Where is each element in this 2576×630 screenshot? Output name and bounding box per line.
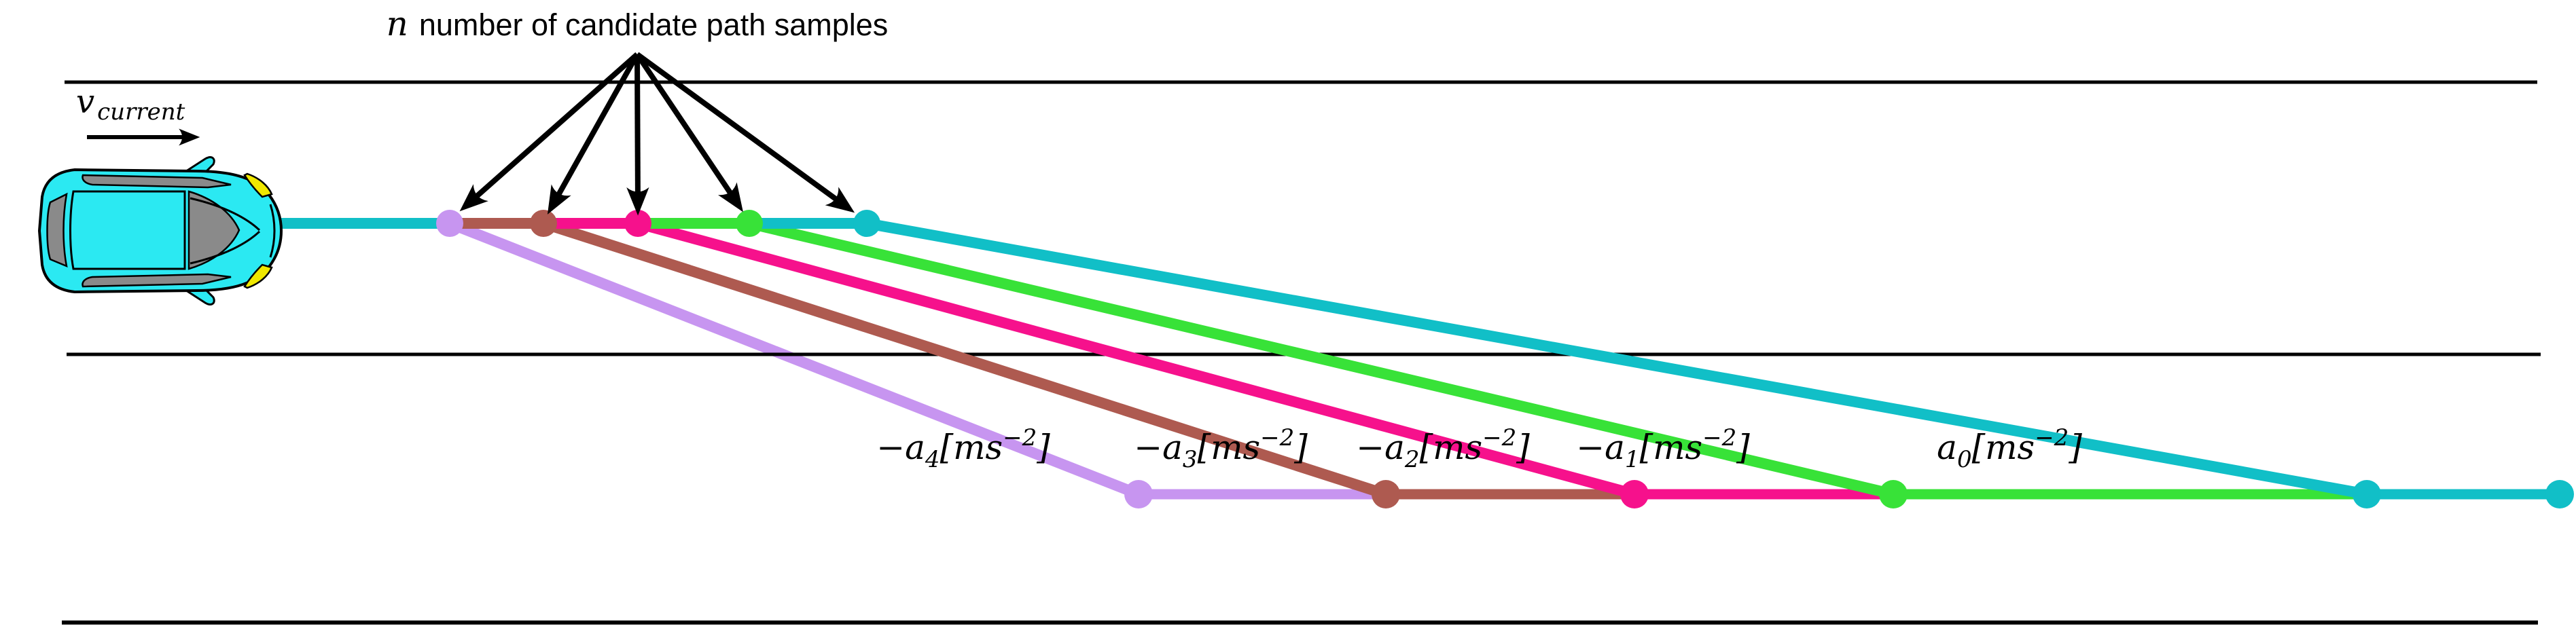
car-roof-icon (69, 190, 186, 270)
annotation-arrow-a0 (635, 52, 855, 213)
path-label-a3: −a3[ms−2] (1134, 424, 1308, 473)
velocity-label: v current (76, 83, 185, 126)
sample-point-a3-upper (530, 210, 557, 237)
path-a3-diagonal (541, 218, 1388, 500)
car-headlight-top-icon (243, 172, 273, 198)
path-a2-diagonal (636, 218, 1636, 500)
annotation-arrow-a1 (634, 52, 743, 212)
landing-point-a1 (1879, 480, 1908, 508)
sample-point-a0-upper (853, 210, 880, 237)
diagram-title: n number of candidate path samples (387, 4, 889, 43)
landing-point-a2 (1620, 480, 1649, 508)
end-point-a0 (2545, 480, 2574, 508)
sample-point-a1-upper (736, 210, 763, 237)
car-bumper-line (269, 204, 276, 258)
sample-point-a4-upper (436, 210, 463, 237)
path-label-a0: a0[ms−2] (1937, 424, 2082, 473)
landing-point-a4 (1124, 480, 1153, 508)
car-windshield-icon (187, 190, 240, 270)
annotation-arrow-fan (459, 52, 855, 216)
landing-point-a3 (1372, 480, 1400, 508)
car-hood-line-bottom (190, 230, 261, 265)
car-window-strip-top-icon (82, 174, 232, 189)
path-label-a4: −a4[ms−2] (876, 424, 1050, 473)
path-a1-diagonal (748, 218, 1895, 500)
annotation-arrow-a3 (547, 53, 640, 215)
path-label-a1: −a1[ms−2] (1576, 424, 1750, 473)
path-a0-diagonal (865, 218, 2368, 500)
car-hood-line-top (190, 197, 261, 231)
sample-point-a2-upper (624, 210, 651, 237)
path-a4-diagonal (448, 218, 1141, 500)
car-rear-window-icon (46, 192, 68, 268)
annotation-arrow-a2 (626, 54, 649, 216)
path-label-a2: −a2[ms−2] (1356, 424, 1530, 473)
car-window-strip-bottom-icon (82, 273, 232, 288)
car-headlight-bottom-icon (243, 263, 273, 289)
annotation-arrow-a4 (459, 52, 639, 212)
ego-vehicle-icon (37, 156, 283, 305)
landing-point-a0 (2353, 480, 2381, 508)
